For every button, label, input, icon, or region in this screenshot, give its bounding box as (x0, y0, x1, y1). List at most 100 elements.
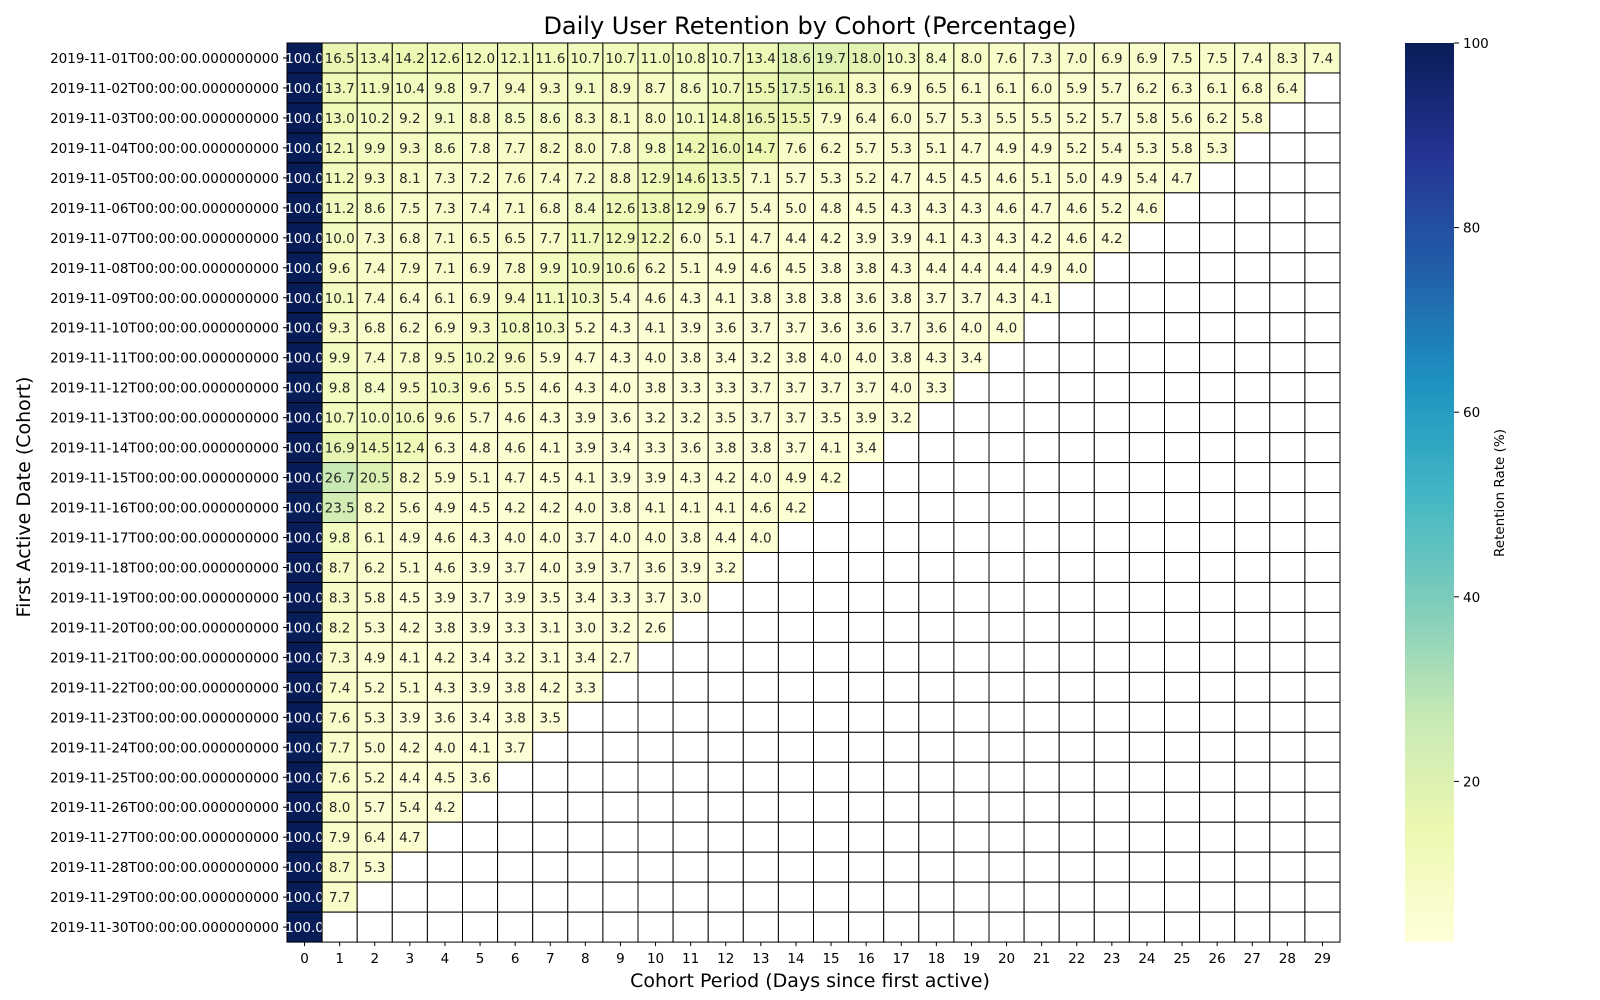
y-tick-label: 2019-11-14T00:00:00.000000000 (50, 441, 279, 457)
cell-label: 3.6 (926, 321, 947, 337)
cell-label: 5.4 (610, 291, 631, 307)
cell-label: 7.7 (329, 740, 350, 756)
heatmap-cell (1304, 791, 1341, 823)
heatmap-cell (1093, 581, 1130, 613)
cell-label: 3.7 (785, 321, 806, 337)
cell-label: 5.5 (504, 381, 525, 397)
cell-label: 6.8 (1242, 81, 1263, 97)
heatmap-cell (391, 462, 428, 494)
cell-label: 4.2 (504, 501, 525, 517)
heatmap-cell (567, 611, 604, 643)
heatmap-cell (356, 911, 393, 943)
heatmap-cell (1058, 282, 1095, 314)
cell-label: 4.0 (891, 381, 912, 397)
cell-label: 6.2 (364, 560, 385, 576)
cell-label: 4.0 (575, 501, 596, 517)
heatmap-cell (1058, 42, 1095, 74)
cell-label: 9.8 (329, 531, 350, 547)
heatmap-cell (286, 761, 323, 793)
heatmap-cell (672, 731, 709, 763)
heatmap-cell (707, 761, 744, 793)
heatmap-cell (988, 492, 1025, 524)
cell-label: 4.7 (1171, 171, 1192, 187)
heatmap-cell (602, 282, 639, 314)
cell-label: 100.0 (285, 351, 324, 367)
cell-label: 9.4 (504, 81, 525, 97)
heatmap-cell (1269, 551, 1306, 583)
heatmap-cell (1269, 462, 1306, 494)
heatmap-cell (1023, 701, 1060, 733)
heatmap-cell (356, 402, 393, 434)
heatmap-cell (286, 342, 323, 374)
heatmap-cell (462, 851, 499, 883)
heatmap-cell (1304, 641, 1341, 673)
heatmap-cell (742, 611, 779, 643)
cell-label: 5.0 (1066, 171, 1087, 187)
heatmap-cell (321, 641, 358, 673)
heatmap-cell (1199, 881, 1236, 913)
y-tick-label: 2019-11-16T00:00:00.000000000 (50, 501, 279, 517)
heatmap-cell (286, 222, 323, 254)
cell-label: 5.2 (1066, 141, 1087, 157)
heatmap-cell (391, 132, 428, 164)
heatmap-cell (707, 312, 744, 344)
heatmap-cell (988, 372, 1025, 404)
cell-label: 7.6 (329, 710, 350, 726)
heatmap-cell (321, 911, 358, 943)
heatmap-cell (497, 252, 534, 284)
heatmap-cell (988, 72, 1025, 104)
heatmap-cell (672, 761, 709, 793)
cell-label: 8.7 (645, 81, 666, 97)
heatmap-cell (883, 252, 920, 284)
heatmap-cell (356, 192, 393, 224)
heatmap-cell (1093, 222, 1130, 254)
cell-label: 4.0 (1066, 261, 1087, 277)
heatmap-cell (707, 102, 744, 134)
heatmap-cell (707, 581, 744, 613)
heatmap-cell (953, 282, 990, 314)
cell-label: 4.4 (715, 531, 736, 547)
cell-label: 3.7 (891, 321, 912, 337)
heatmap-cell (1058, 252, 1095, 284)
heatmap-cell (1234, 611, 1271, 643)
cell-label: 4.0 (820, 351, 841, 367)
cell-label: 5.7 (855, 141, 876, 157)
heatmap-cell (918, 492, 955, 524)
cell-label: 7.3 (434, 171, 455, 187)
colorbar-gradient (1405, 43, 1454, 942)
heatmap-cell (1164, 522, 1201, 553)
heatmap-cell (497, 492, 534, 524)
cell-label: 3.6 (434, 710, 455, 726)
cell-label: 5.3 (961, 111, 982, 127)
cell-label: 3.8 (610, 501, 631, 517)
heatmap-cell (742, 761, 779, 793)
cell-label: 100.0 (285, 111, 324, 127)
heatmap-cell (1304, 432, 1341, 464)
heatmap-cell (426, 102, 463, 134)
cell-label: 26.7 (325, 471, 355, 487)
cell-label: 4.0 (750, 471, 771, 487)
heatmap-cell (742, 402, 779, 434)
heatmap-cell (426, 402, 463, 434)
heatmap-cell (426, 252, 463, 284)
cell-label: 3.7 (645, 590, 666, 606)
cell-label: 3.9 (575, 411, 596, 427)
heatmap-cell (918, 701, 955, 733)
cell-label: 19.7 (816, 51, 846, 67)
cell-label: 13.0 (325, 111, 355, 127)
heatmap-cell (813, 551, 850, 583)
x-tick-label: 29 (1314, 951, 1331, 967)
x-tick-label: 14 (787, 951, 804, 967)
cell-label: 8.3 (855, 81, 876, 97)
cell-label: 3.3 (575, 680, 596, 696)
cell-label: 7.3 (364, 231, 385, 247)
heatmap-cell (848, 192, 885, 224)
heatmap-cell (848, 222, 885, 254)
heatmap-cell (742, 551, 779, 583)
cell-label: 10.3 (886, 51, 916, 67)
heatmap-cell (742, 641, 779, 673)
cell-label: 7.7 (540, 231, 561, 247)
cell-label: 7.6 (504, 171, 525, 187)
x-tick-label: 12 (717, 951, 734, 967)
x-tick-label: 18 (928, 951, 945, 967)
